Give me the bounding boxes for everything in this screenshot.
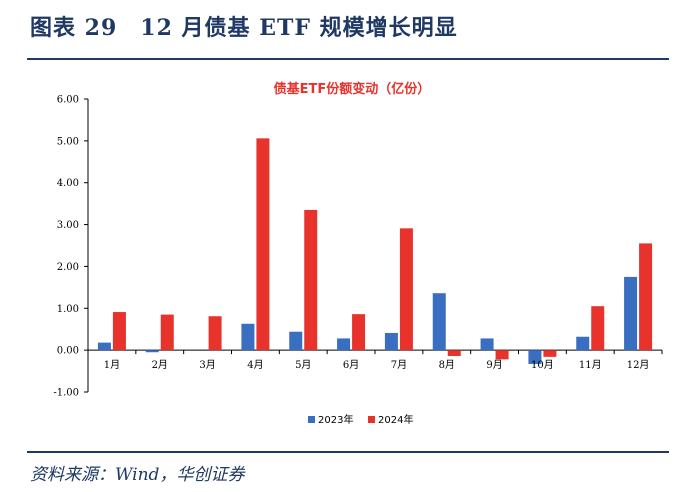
bar-2024 — [208, 316, 222, 351]
x-tick-label: 10月 — [531, 359, 554, 371]
y-tick-label: -1.00 — [53, 388, 79, 399]
x-tick-label: 6月 — [343, 359, 359, 371]
bar-2024 — [591, 306, 605, 351]
x-tick-label: 3月 — [199, 359, 215, 371]
bar-2024 — [160, 314, 174, 351]
y-tick-label: 4.00 — [57, 178, 79, 189]
bar-2023 — [432, 293, 446, 351]
x-tick-label: 9月 — [486, 359, 502, 371]
x-tick-label: 5月 — [295, 359, 311, 371]
bar-2024 — [304, 209, 318, 351]
bar-2023 — [576, 336, 590, 351]
y-tick-label: 0.00 — [57, 346, 79, 357]
bar-2024 — [112, 312, 126, 351]
x-tick-label: 8月 — [439, 359, 455, 371]
legend-swatch — [368, 416, 375, 423]
legend-label: 2023年 — [318, 413, 353, 426]
header-rule — [27, 58, 669, 60]
bar-2023 — [624, 276, 638, 351]
x-tick-label: 4月 — [247, 359, 263, 371]
x-tick-label: 12月 — [627, 359, 650, 371]
legend-swatch — [308, 416, 315, 423]
x-tick-label: 2月 — [152, 359, 168, 371]
chart-axes — [84, 98, 663, 393]
bar-2023 — [97, 342, 111, 351]
bar-2023 — [241, 323, 255, 351]
bar-2023 — [480, 338, 494, 351]
y-tick-label: 1.00 — [57, 304, 79, 315]
x-tick-label: 7月 — [391, 359, 407, 371]
x-tick-labels: 1月 2月 3月 4月 5月 6月 7月 8月 9月 10月 11月 12月 — [104, 359, 650, 371]
bar-2024 — [495, 350, 509, 360]
bar-2024 — [639, 243, 653, 351]
chart-title: 债基ETF份额变动（亿份） — [274, 81, 431, 97]
bar-2023 — [337, 338, 351, 351]
chart-legend: 2023年 2024年 — [308, 413, 413, 426]
bar-2024 — [543, 350, 557, 357]
chart-bars — [97, 138, 653, 364]
y-tick-label: 6.00 — [57, 95, 79, 106]
x-tick-label: 1月 — [104, 359, 120, 371]
y-tick-label: 5.00 — [57, 136, 79, 147]
bar-2024 — [256, 138, 270, 351]
bar-2023 — [289, 331, 303, 351]
source-note: 资料来源：Wind，华创证券 — [30, 465, 245, 485]
bar-2023 — [528, 350, 542, 364]
bar-2023 — [145, 350, 159, 353]
bar-2024 — [399, 228, 413, 351]
y-tick-labels: 6.00 5.00 4.00 3.00 2.00 1.00 0.00 -1.00 — [53, 95, 79, 399]
bar-2024 — [352, 314, 366, 351]
bar-2023 — [384, 332, 398, 351]
y-tick-label: 3.00 — [57, 220, 79, 231]
y-tick-label: 2.00 — [57, 262, 79, 273]
legend-label: 2024年 — [378, 413, 413, 426]
figure-title: 图表 29 12 月债基 ETF 规模增长明显 — [30, 15, 458, 41]
x-tick-label: 11月 — [579, 359, 602, 371]
footer-rule — [27, 451, 669, 453]
bar-2024 — [447, 350, 461, 357]
